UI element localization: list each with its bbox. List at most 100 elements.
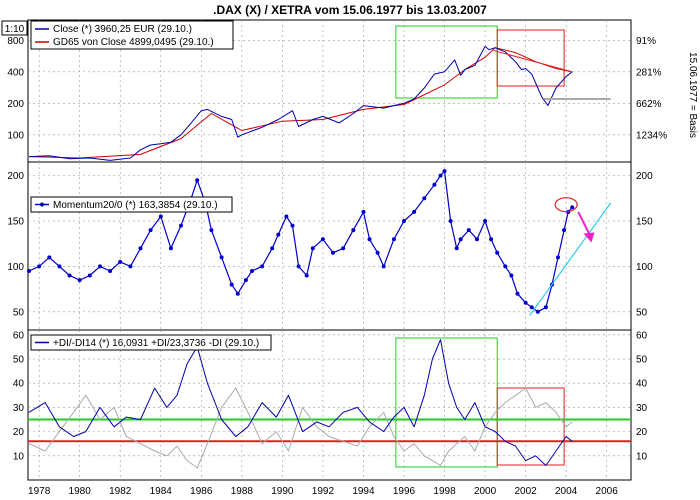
y-tick-label-right: 100 [636,262,653,273]
x-tick-label: 1986 [190,486,213,497]
di-legend-box [30,334,272,351]
y-tick-label-right: 281% [636,67,662,78]
minus-di-line [28,387,573,469]
x-tick-label: 2000 [474,486,497,497]
momentum-point [229,282,234,287]
momentum-point [310,246,315,251]
momentum-point [168,246,173,251]
momentum-point [209,228,214,233]
y-tick-label-right: 150 [636,217,653,228]
y-tick-label-right: 200 [636,171,653,182]
momentum-point [483,219,488,223]
momentum-point [37,264,42,269]
momentum-point [523,300,528,305]
momentum-point [57,264,62,269]
momentum-point [179,223,183,228]
x-tick-label: 1984 [150,486,173,497]
momentum-point [402,219,406,223]
y-tick-label-left: 800 [7,36,24,47]
momentum-point [351,228,356,233]
gd65-line [28,47,573,159]
momentum-point [466,228,471,233]
momentum-point [509,273,514,278]
momentum-arrow-head [583,232,595,243]
momentum-point [495,250,500,255]
momentum-point [422,196,427,201]
momentum-point [270,246,275,251]
momentum-peak-circle [554,197,578,213]
y-tick-label-right: 30 [636,403,648,414]
y-tick-label-left: 50 [13,307,25,318]
x-tick-label: 1982 [109,486,132,497]
y-tick-label-left: 150 [7,217,24,228]
momentum-point [296,264,301,269]
y-tick-label-right: 40 [636,379,648,390]
y-tick-label-right: 10 [636,451,648,462]
momentum-point [235,291,240,296]
momentum-point [260,264,265,269]
momentum-point [128,264,133,269]
chart-title: .DAX (X) / XETRA vom 15.06.1977 bis 13.0… [213,3,487,17]
momentum-point [448,219,453,223]
momentum-point [108,269,113,273]
momentum-point [304,273,309,278]
close-legend-label: Close (*) 3960,25 EUR (29.10.) [53,24,192,35]
y-tick-label-right: 1234% [636,130,667,141]
momentum-cyan-trendline [529,202,612,316]
y-tick-label-left: 50 [13,355,25,366]
y-tick-label-left: 30 [13,403,25,414]
y-tick-label-left: 400 [7,67,24,78]
y-tick-label-left: 60 [13,330,25,341]
momentum-point [391,237,396,242]
momentum-point [284,214,289,219]
gd65-legend-label: GD65 von Close 4899,0495 (29.10.) [53,37,214,48]
x-tick-label: 1994 [352,486,375,497]
momentum-point [515,291,520,296]
di-legend: +DI/-DI14 (*) 16,0931 +DI/23,3736 -DI (2… [30,334,272,351]
momentum-point [503,264,508,269]
momentum-point [454,246,459,251]
momentum-point [412,209,417,214]
momentum-line [28,170,573,313]
momentum-point [543,305,548,310]
scale-label-box [1,20,28,36]
momentum-point [67,273,72,278]
momentum-point [432,182,437,187]
momentum-point [87,273,92,278]
momentum-point [148,228,153,233]
di-panel-frame [27,329,632,481]
x-tick-label: 1996 [393,486,416,497]
x-tick-label: 1998 [433,486,456,497]
price-trendline [493,49,573,73]
momentum-point [250,269,254,273]
momentum-point [118,259,123,264]
momentum-legend-label: Momentum20/0 (*) 163,3854 (29.10.) [53,200,218,211]
y-tick-label-left: 20 [13,427,25,438]
price-legend: Close (*) 3960,25 EUR (29.10.) GD65 von … [30,20,234,50]
momentum-point [442,169,447,174]
x-tick-label: 1988 [231,486,254,497]
momentum-point [219,255,224,260]
annotation-lines [493,49,612,316]
momentum-arrow-shaft [577,211,592,237]
momentum-point [535,309,540,314]
momentum-point [138,246,143,251]
momentum-point [381,264,386,269]
x-tick-label: 1980 [69,486,92,497]
momentum-legend: Momentum20/0 (*) 163,3854 (29.10.) [30,196,233,213]
price-legend-box [30,20,234,50]
momentum-point [341,246,346,251]
x-tick-label: 2004 [555,486,578,497]
momentum-legend-box [30,196,233,213]
y-tick-label-right: 50 [636,307,648,318]
x-tick-label: 1992 [312,486,335,497]
price-red-box [496,29,565,87]
y-tick-label-right: 50 [636,355,648,366]
momentum-point [570,205,575,210]
close-price-line [28,45,573,161]
plus-di-line [28,339,573,466]
annotation-boxes [28,25,631,468]
scale-label: 1:10 [5,24,25,35]
